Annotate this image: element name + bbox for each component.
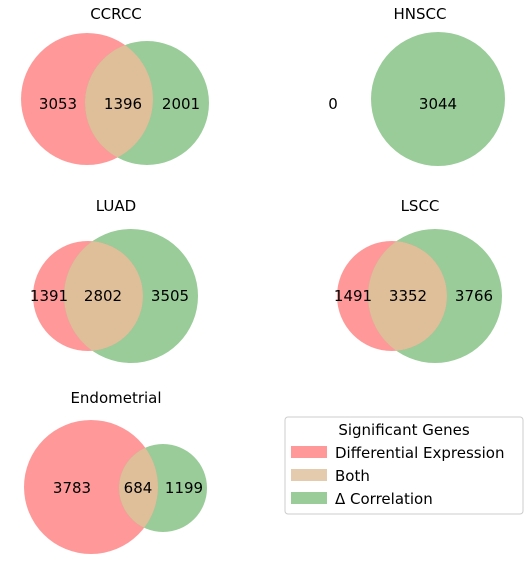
- legend-swatch-differential: [291, 446, 327, 458]
- overlap-lens: [85, 45, 153, 158]
- venn-panel-lscc: LSCC 1491 3352 3766: [334, 197, 502, 363]
- both-count: 1396: [104, 95, 142, 113]
- legend-swatch-correlation: [291, 492, 327, 504]
- correlation-only-count: 2001: [162, 95, 200, 113]
- overlap-lens: [119, 447, 158, 528]
- overlap-lens: [368, 241, 448, 351]
- legend: Significant Genes Differential Expressio…: [284, 416, 524, 515]
- differential-only-count: 3053: [39, 95, 77, 113]
- legend-label-both: Both: [335, 467, 370, 485]
- differential-circle: [24, 420, 158, 554]
- venn-panel-luad: LUAD 1391 2802 3505: [30, 197, 198, 363]
- both-count: 3352: [389, 287, 427, 305]
- overlap-lens: [63, 241, 144, 351]
- legend-swatch-both: [291, 469, 327, 481]
- correlation-circle: [371, 32, 505, 166]
- differential-only-count: 3783: [53, 479, 91, 497]
- legend-title: Significant Genes: [338, 421, 470, 439]
- panel-title: HNSCC: [394, 5, 447, 23]
- panel-title: LUAD: [96, 197, 136, 215]
- legend-label-correlation: Δ Correlation: [335, 490, 433, 508]
- panel-title: LSCC: [401, 197, 440, 215]
- panel-title: CCRCC: [90, 5, 142, 23]
- venn-panel-hnscc: HNSCC 0 3044: [328, 5, 505, 166]
- differential-only-count: 1391: [30, 287, 68, 305]
- legend-label-differential: Differential Expression: [335, 444, 504, 462]
- differential-only-count: 1491: [334, 287, 372, 305]
- legend-box: [284, 416, 524, 515]
- correlation-only-count: 3505: [151, 287, 189, 305]
- correlation-only-count: 1199: [165, 479, 203, 497]
- venn-panel-endometrial: Endometrial 3783 684 1199: [24, 389, 207, 554]
- both-count: 2802: [84, 287, 122, 305]
- panel-title: Endometrial: [70, 389, 161, 407]
- correlation-only-count: 3766: [455, 287, 493, 305]
- venn-panel-ccrcc: CCRCC 3053 1396 2001: [21, 5, 209, 165]
- both-count: 684: [124, 479, 153, 497]
- correlation-only-count: 3044: [419, 95, 457, 113]
- differential-only-count: 0: [328, 95, 338, 113]
